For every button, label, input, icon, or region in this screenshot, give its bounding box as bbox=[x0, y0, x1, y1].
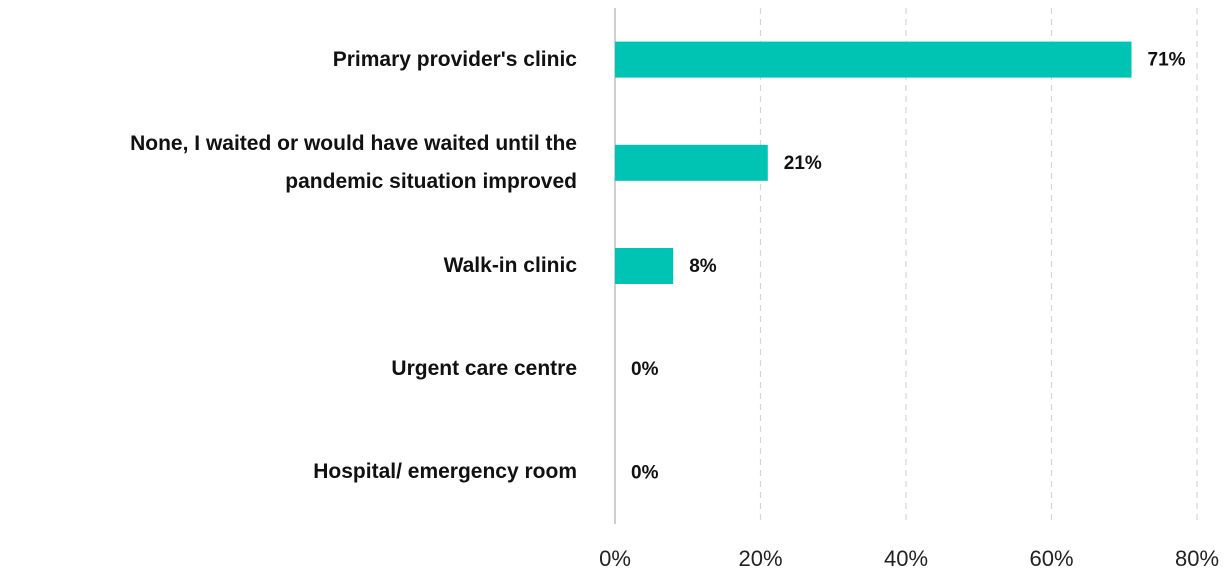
bar bbox=[615, 248, 674, 284]
category-label: Hospital/ emergency room bbox=[313, 460, 577, 484]
value-label: 8% bbox=[689, 256, 717, 277]
x-tick-label: 20% bbox=[738, 546, 782, 571]
x-tick-label: 0% bbox=[599, 546, 631, 571]
x-tick-label: 80% bbox=[1175, 546, 1219, 571]
value-label: 0% bbox=[631, 462, 659, 483]
category-label: Walk-in clinic bbox=[443, 254, 577, 277]
value-label: 71% bbox=[1148, 50, 1186, 71]
category-label: None, I waited or would have waited unti… bbox=[130, 131, 577, 193]
bar bbox=[615, 144, 768, 181]
value-label: 0% bbox=[631, 359, 659, 380]
category-label: Urgent care centre bbox=[391, 357, 577, 381]
x-tick-label: 40% bbox=[884, 546, 928, 571]
value-label: 21% bbox=[784, 153, 822, 174]
category-label: Primary provider's clinic bbox=[332, 47, 577, 71]
x-tick-label: 60% bbox=[1029, 546, 1073, 571]
bar bbox=[615, 41, 1132, 78]
